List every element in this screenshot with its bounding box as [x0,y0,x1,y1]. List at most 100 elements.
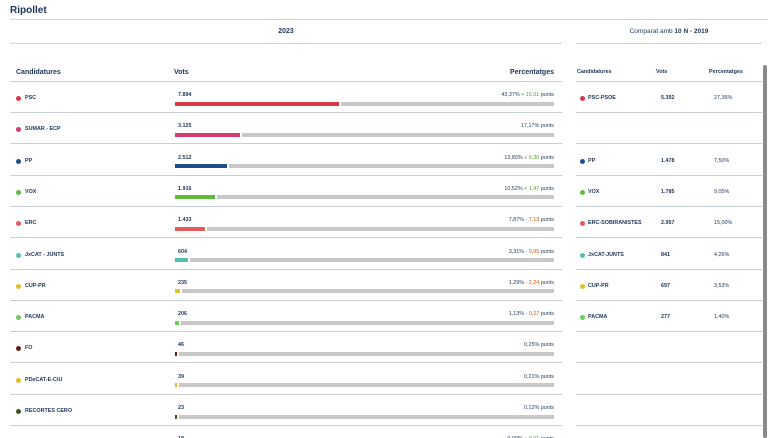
vote-percentage: 4,26% [714,251,730,258]
percentage-cell: 1,29% - 2,24 punts [509,280,554,286]
change-unit: punts [540,185,554,192]
column-header-vots: Vots [174,69,189,76]
party-color-dot [580,315,585,321]
vote-share-fill [175,351,177,356]
vote-share-gap [204,226,207,231]
percentage-cell: 10,52% + 1,47 punts [504,186,554,192]
vote-count: 39 [178,373,184,380]
change-unit: punts [540,154,554,161]
percentage-change: - 0,27 [525,311,540,318]
vote-count: 604 [178,248,187,255]
vote-share-fill [175,195,215,200]
vote-share-gap [177,414,179,419]
vote-count: 235 [178,279,187,286]
comparison-row: PACMA 277 1,40% [576,301,762,333]
year-heading: 2023 [278,28,294,35]
percentage-cell: 17,17% punts [521,123,554,129]
percentage-change: + 6,30 [524,154,540,161]
party-name: PSC [25,95,37,101]
comparison-row [576,332,762,364]
vote-share-gap [339,101,342,106]
vote-share-bar [175,414,554,419]
vote-percentage: 10,52% [504,185,523,192]
result-row: PP 2.512 13,80% + 6,30 punts [10,145,562,176]
percentage-cell: 0,21% punts [524,374,554,380]
year-divider [10,43,562,44]
party-color-dot [16,377,21,383]
party-name: PACMA [25,314,45,321]
party-name: RECORTES CERO [25,408,73,414]
vote-share-gap [214,195,217,200]
percentage-change: - 2,24 [525,279,540,286]
comparison-header-vots: Vots [656,69,668,75]
party-color-dot [16,96,21,101]
vote-share-fill [175,132,241,137]
party-color-dot [580,96,585,101]
vote-percentage: 17,17% [521,123,540,130]
percentage-cell: 7,87% - 7,13 punts [509,217,554,223]
party-name: PP [588,157,596,164]
party-name: PDeCAT-E-CiU [25,376,63,383]
title-divider [10,19,768,20]
comparison-divider [576,43,762,44]
party-name: ERC [25,220,37,227]
change-unit: punts [540,92,554,98]
column-header-percentatges: Percentatges [510,69,554,76]
vote-share-bar [175,351,554,356]
party-color-dot [16,127,21,133]
party-color-dot [580,252,585,258]
result-row: ERC 1.433 7,87% - 7,13 punts [10,207,562,239]
party-color-dot [580,221,585,227]
vote-count: 3.125 [178,123,192,130]
vote-share-gap [177,351,179,356]
party-color-dot [16,346,21,352]
vote-count: 697 [661,282,670,289]
percentage-change: + 0,01 [524,436,539,438]
comparison-row [576,395,762,426]
party-name: SUMAR - ECP [25,126,61,133]
vote-share-fill [175,164,228,169]
vote-share-gap [187,258,190,262]
party-name: JxCAT-JUNTS [588,251,624,258]
change-unit: punts [540,279,554,286]
comparison-row: VOX 1.785 9,05% [576,176,762,207]
percentage-change: + 1,47 [524,185,540,192]
vertical-scrollbar[interactable] [763,65,767,438]
vote-share-bar [175,320,554,325]
vote-share-bar [175,258,554,262]
party-name: PSC-PSOE [588,95,616,101]
vote-share-fill [175,383,177,388]
change-unit: punts [541,436,554,438]
comparison-row [576,364,762,395]
vote-percentage: 27,36% [714,95,733,101]
vote-count: 1.916 [178,185,192,192]
vote-percentage: 43,37% [501,92,520,98]
percentage-cell: 0,25% punts [524,342,554,348]
vote-percentage: 1,40% [714,314,730,321]
comparison-row: CUP-PR 697 3,53% [576,270,762,301]
vote-share-fill [175,258,188,262]
result-row: CUP-PR 235 1,29% - 2,24 punts [10,270,562,301]
vote-share-fill [175,101,340,106]
party-color-dot [16,158,21,164]
vote-share-bar [175,226,554,231]
comparison-election: 10 N - 2019 [674,28,709,35]
party-name: VOX [588,188,600,195]
party-name: PACMA [588,314,608,321]
party-color-dot [580,283,585,289]
change-unit: punts [540,405,554,411]
vote-share-bar [175,289,554,294]
vote-share-bar [175,164,554,169]
vote-count: 46 [178,342,184,349]
comparison-table-header: Candidatures Vots Percentatges [576,44,762,82]
vote-share-gap [240,132,243,137]
vote-count: 206 [178,311,187,318]
column-header-candidatures: Candidatures [16,69,61,76]
party-color-dot [16,315,21,321]
vote-count: 7.894 [178,92,192,98]
vote-percentage: 13,80% [504,154,523,161]
vote-percentage: 3,53% [714,282,730,289]
vote-percentage: 0,21% [524,373,540,380]
page-title: Ripollet [10,5,47,16]
party-name: PP [25,157,33,164]
